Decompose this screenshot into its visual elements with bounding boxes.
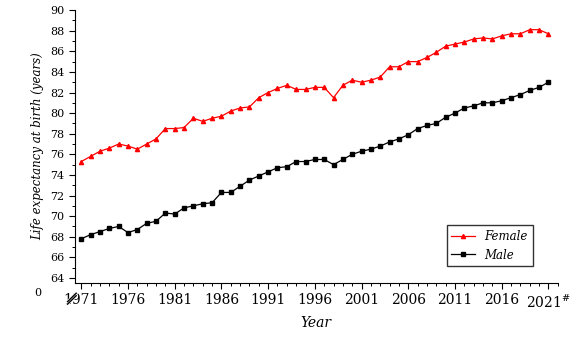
Male [227, 190, 234, 194]
Female [218, 114, 225, 118]
Male [545, 80, 552, 84]
Female [78, 159, 85, 163]
Legend: Female, Male: Female, Male [447, 225, 532, 266]
Female [545, 32, 552, 36]
Male [414, 127, 421, 131]
Male [218, 190, 225, 194]
Female [227, 109, 234, 113]
X-axis label: Year: Year [301, 316, 332, 330]
Female [386, 65, 393, 69]
Female [414, 60, 421, 64]
Line: Female: Female [79, 28, 550, 164]
Y-axis label: Life expectancy at birth (years): Life expectancy at birth (years) [32, 53, 44, 241]
Male [181, 206, 187, 210]
Female [526, 28, 533, 32]
Female [181, 125, 187, 129]
Male [78, 237, 85, 241]
Text: 0: 0 [34, 288, 41, 298]
Male [536, 85, 543, 89]
Line: Male: Male [79, 80, 550, 241]
Female [536, 28, 543, 32]
Male [386, 140, 393, 144]
